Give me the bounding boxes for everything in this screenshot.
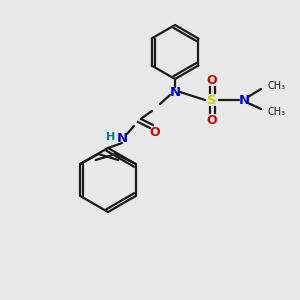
- Text: N: N: [116, 131, 128, 145]
- Text: N: N: [169, 85, 181, 98]
- Text: CH₃: CH₃: [268, 107, 286, 117]
- Text: H: H: [106, 132, 115, 142]
- Text: O: O: [150, 127, 160, 140]
- Text: N: N: [238, 94, 250, 106]
- Text: CH₃: CH₃: [268, 81, 286, 91]
- Text: S: S: [207, 94, 217, 106]
- Text: O: O: [207, 74, 217, 86]
- Text: O: O: [207, 113, 217, 127]
